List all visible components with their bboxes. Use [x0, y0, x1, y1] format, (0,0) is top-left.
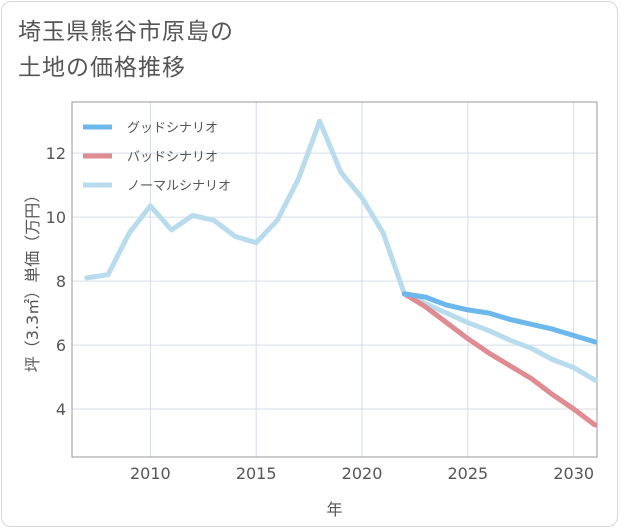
series-layer: [84, 118, 598, 428]
x-tick-label-3: 2025: [448, 464, 489, 483]
chart-title-line-1: 埼玉県熊谷市原島の: [18, 19, 234, 45]
y-tick-label-0: 4: [56, 400, 66, 419]
series-line-1: [401, 291, 598, 428]
chart-title-line-2: 土地の価格推移: [18, 55, 186, 81]
legend-label-0: グッドシナリオ: [127, 121, 218, 136]
plot-area-border: [71, 101, 598, 458]
y-axis-title: 坪（3.3㎡）単価（万円）: [23, 187, 42, 372]
y-tick-labels: 4 6 8 10 12: [46, 144, 66, 419]
y-gridlines: [72, 152, 597, 410]
x-tick-label-2: 2020: [342, 464, 383, 483]
x-tick-labels: 2010 2015 2020 2025 2030: [130, 464, 594, 483]
x-axis-title: 年: [326, 500, 342, 519]
x-tick-label-0: 2010: [130, 464, 171, 483]
legend-label-1: バッドシナリオ: [127, 150, 218, 165]
y-tick-label-2: 8: [56, 272, 66, 291]
series-line-2: [84, 118, 598, 383]
x-gridlines: [149, 102, 575, 457]
y-tick-label-4: 12: [46, 144, 66, 163]
x-tick-label-4: 2030: [553, 464, 594, 483]
x-tick-label-1: 2015: [236, 464, 277, 483]
legend-label-2: ノーマルシナリオ: [127, 179, 231, 194]
y-tick-label-1: 6: [56, 336, 66, 355]
series-line-0: [401, 291, 598, 345]
y-tick-label-3: 10: [46, 208, 66, 227]
chart-title: 埼玉県熊谷市原島の 土地の価格推移: [18, 14, 234, 86]
